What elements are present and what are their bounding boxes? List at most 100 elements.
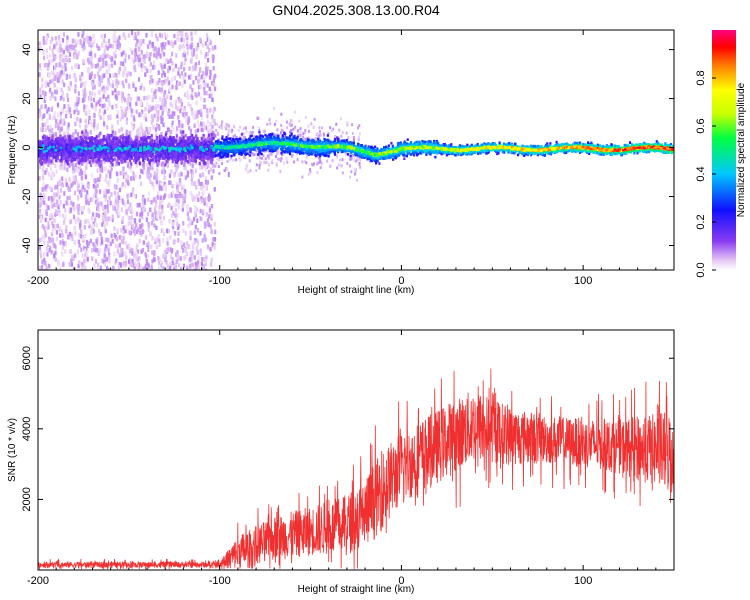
heatmap-cell	[166, 159, 169, 164]
heatmap-cell	[74, 177, 78, 182]
heatmap-cell	[64, 249, 67, 254]
heatmap-cell	[67, 234, 70, 240]
heatmap-cell	[155, 203, 158, 208]
heatmap-cell	[116, 120, 119, 125]
heatmap-cell	[55, 169, 58, 174]
heatmap-cell	[160, 119, 163, 124]
heatmap-cell	[213, 222, 216, 227]
heatmap-cell	[107, 267, 110, 270]
heatmap-cell	[161, 111, 164, 116]
heatmap-cell	[351, 131, 354, 135]
heatmap-cell	[84, 158, 87, 162]
heatmap-cell	[174, 252, 178, 257]
heatmap-cell	[102, 219, 105, 225]
heatmap-cell	[59, 158, 62, 163]
heatmap-cell	[158, 242, 161, 248]
heatmap-cell	[82, 236, 85, 241]
heatmap-cell	[89, 40, 93, 46]
heatmap-cell	[133, 117, 136, 122]
heatmap-cell	[54, 123, 57, 129]
heatmap-cell	[152, 94, 155, 99]
heatmap-cell	[191, 169, 194, 174]
heatmap-cell	[94, 147, 97, 152]
heatmap-cell	[90, 248, 94, 253]
heatmap-cell	[172, 240, 175, 245]
heatmap-cell	[164, 97, 167, 103]
heatmap-cell	[51, 237, 55, 243]
heatmap-cell	[148, 169, 151, 175]
heatmap-cell	[73, 176, 76, 181]
heatmap-cell	[77, 150, 80, 155]
heatmap-cell	[97, 99, 100, 105]
heatmap-cell	[156, 237, 160, 243]
heatmap-cell	[58, 62, 61, 67]
heatmap-cell	[204, 258, 207, 264]
heatmap-cell	[140, 124, 143, 130]
heatmap-cell	[160, 220, 163, 225]
heatmap-cell	[55, 118, 58, 124]
heatmap-cell	[161, 265, 164, 270]
heatmap-cell	[136, 140, 139, 145]
heatmap-cell	[87, 136, 90, 140]
heatmap-cell	[50, 159, 53, 163]
heatmap-cell	[158, 210, 161, 215]
heatmap-cell	[127, 33, 130, 38]
heatmap-cell	[206, 218, 209, 223]
heatmap-cell	[305, 161, 308, 165]
heatmap-cell	[135, 211, 139, 217]
heatmap-cell	[196, 238, 199, 244]
heatmap-cell	[106, 204, 109, 209]
heatmap-cell	[70, 262, 74, 267]
heatmap-cell	[95, 135, 98, 139]
heatmap-cell	[62, 71, 65, 76]
heatmap-cell	[64, 208, 67, 213]
heatmap-cell	[103, 86, 106, 92]
heatmap-cell	[92, 193, 96, 199]
heatmap-cell	[106, 208, 110, 214]
heatmap-cell	[156, 145, 159, 149]
heatmap-cell	[118, 242, 121, 248]
heatmap-cell	[45, 155, 48, 159]
heatmap-cell	[183, 52, 186, 58]
heatmap-cell	[97, 213, 100, 218]
heatmap-cell	[208, 86, 211, 92]
heatmap-cell	[185, 111, 188, 117]
heatmap-cell	[54, 96, 57, 101]
heatmap-cell	[120, 142, 123, 146]
heatmap-cell	[80, 158, 83, 163]
heatmap-cell	[105, 156, 108, 160]
heatmap-cell	[212, 78, 215, 84]
heatmap-cell	[190, 55, 194, 60]
heatmap-cell	[151, 158, 154, 162]
heatmap-cell	[88, 51, 91, 57]
heatmap-cell	[194, 139, 197, 144]
heatmap-cell	[130, 192, 133, 198]
heatmap-cell	[95, 222, 98, 228]
heatmap-cell	[109, 174, 112, 179]
heatmap-cell	[177, 262, 180, 268]
heatmap-cell	[178, 191, 182, 197]
heatmap-cell	[191, 51, 194, 56]
heatmap-cell	[204, 62, 208, 68]
heatmap-cell	[76, 96, 79, 101]
heatmap-cell	[128, 153, 131, 158]
heatmap-cell	[50, 127, 54, 133]
heatmap-cell	[56, 202, 59, 208]
heatmap-cell	[192, 136, 195, 141]
heatmap-cell	[127, 221, 130, 226]
heatmap-cell	[184, 133, 187, 138]
heatmap-cell	[293, 160, 296, 164]
heatmap-cell	[178, 182, 181, 187]
heatmap-cell	[124, 251, 127, 256]
heatmap-cell	[166, 264, 169, 269]
heatmap-cell	[152, 217, 155, 222]
heatmap-cell	[146, 135, 150, 140]
heatmap-cell	[84, 124, 87, 130]
heatmap-cell	[75, 99, 78, 104]
heatmap-cell	[175, 151, 178, 155]
heatmap-cell	[94, 259, 98, 264]
heatmap-cell	[57, 122, 60, 128]
heatmap-cell	[44, 233, 48, 238]
heatmap-cell	[137, 96, 140, 102]
heatmap-cell	[149, 179, 152, 185]
